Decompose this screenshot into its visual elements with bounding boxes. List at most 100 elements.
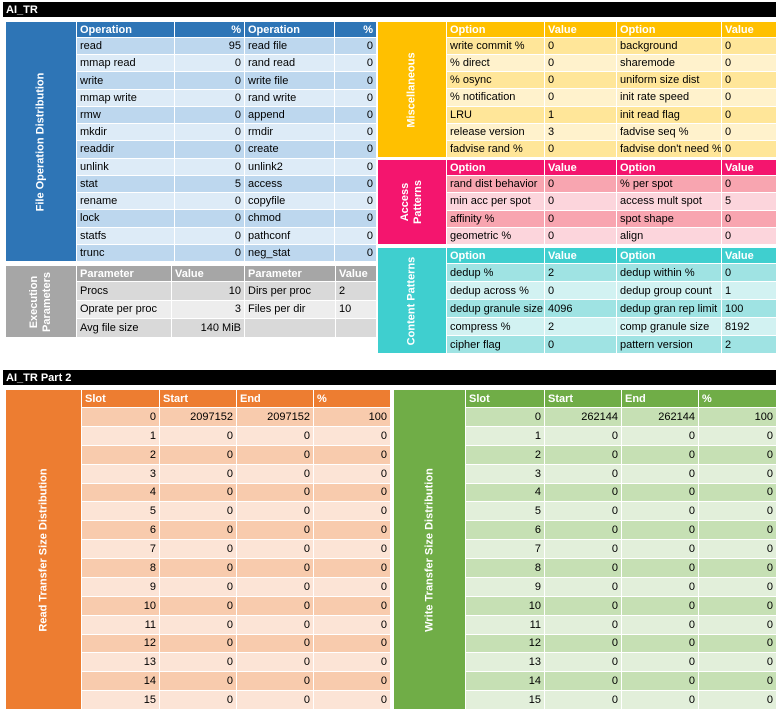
- cell: dedup %: [447, 264, 545, 282]
- cell: 0: [335, 89, 377, 107]
- column-header: %: [699, 390, 777, 408]
- cell: 14: [466, 672, 545, 692]
- cell: 0: [314, 426, 391, 446]
- cell: 0: [314, 653, 391, 673]
- cell: 0: [314, 672, 391, 692]
- cell: 0: [314, 634, 391, 654]
- cell: 0: [699, 464, 777, 484]
- cell: 0: [545, 140, 617, 158]
- cell: 0: [545, 672, 622, 692]
- cell: 8: [466, 559, 545, 578]
- cell: 0: [699, 596, 777, 616]
- cell: 0: [160, 464, 237, 484]
- cell: 3: [172, 300, 245, 320]
- cell: 9: [82, 577, 160, 597]
- cell: 1: [82, 426, 160, 446]
- cell: 5: [175, 175, 245, 194]
- section-label: Write Transfer Size Distribution: [394, 390, 466, 710]
- cell: 10: [172, 282, 245, 301]
- cell: 0: [722, 38, 777, 56]
- cell: 8: [82, 559, 160, 578]
- cell: affinity %: [447, 210, 545, 228]
- cell: trunc: [77, 244, 175, 262]
- column-header: Start: [160, 390, 237, 408]
- cell: dedup gran rep limit: [617, 300, 722, 318]
- cell: 0: [175, 210, 245, 228]
- cell: fadvise seq %: [617, 123, 722, 141]
- cell: neg_stat: [245, 244, 335, 262]
- cell: 0: [160, 691, 237, 710]
- cell: 0: [335, 72, 377, 90]
- cell: 0: [175, 55, 245, 73]
- cell: 0: [335, 55, 377, 73]
- column-header: Parameter: [77, 266, 172, 282]
- cell: 0: [160, 596, 237, 616]
- cell: 0: [314, 691, 391, 710]
- cell: 6: [466, 521, 545, 541]
- cell: 0: [335, 193, 377, 211]
- cell: mmap write: [77, 89, 175, 107]
- column-header: Value: [722, 160, 777, 176]
- cell: 0: [237, 483, 314, 503]
- cell: 1: [722, 282, 777, 300]
- cell: 0: [237, 540, 314, 559]
- cell: % per spot: [617, 176, 722, 194]
- cell: dedup across %: [447, 282, 545, 300]
- cell: access: [245, 175, 335, 194]
- cell: 3: [82, 464, 160, 484]
- cell: 100: [722, 300, 777, 318]
- cell: % direct: [447, 55, 545, 73]
- cell: 0: [160, 672, 237, 692]
- cell: min acc per spot: [447, 193, 545, 211]
- cell: 0: [699, 540, 777, 559]
- section-header: AI_TR Part 2: [3, 370, 777, 386]
- column-header: Start: [545, 390, 622, 408]
- column-header: %: [335, 22, 377, 38]
- cell: rmdir: [245, 124, 335, 142]
- cell: uniform size dist: [617, 72, 722, 90]
- cell: 0: [237, 672, 314, 692]
- cell: 0: [699, 615, 777, 635]
- cell: 10: [336, 300, 377, 320]
- cell: 0: [160, 445, 237, 465]
- cell: pathconf: [245, 227, 335, 245]
- cell: 0: [699, 483, 777, 503]
- cell: 10: [82, 596, 160, 616]
- cell: 0: [545, 540, 622, 559]
- cell: 0: [545, 483, 622, 503]
- cell: release version: [447, 123, 545, 141]
- cell: 0: [722, 72, 777, 90]
- cell: 140 MiB: [172, 319, 245, 338]
- cell: 2: [82, 445, 160, 465]
- cell: rename: [77, 193, 175, 211]
- cell: 0: [545, 282, 617, 300]
- cell: 8192: [722, 318, 777, 336]
- column-header: End: [622, 390, 699, 408]
- cell: 100: [699, 408, 777, 427]
- cell: 0: [699, 426, 777, 446]
- cell: 0: [160, 615, 237, 635]
- cell: 0: [722, 106, 777, 124]
- cell: 0: [722, 55, 777, 73]
- cell: 0: [699, 521, 777, 541]
- cell: mkdir: [77, 124, 175, 142]
- cell: 0: [622, 540, 699, 559]
- cell: 0: [545, 521, 622, 541]
- cell: 2: [336, 282, 377, 301]
- cell: 0: [160, 540, 237, 559]
- cell: 0: [545, 577, 622, 597]
- cell: 0: [545, 559, 622, 578]
- column-header: Value: [545, 248, 617, 264]
- cell: 0: [335, 124, 377, 142]
- cell: Files per dir: [245, 300, 336, 320]
- cell: 0: [175, 141, 245, 159]
- column-header: Slot: [82, 390, 160, 408]
- cell: fadvise rand %: [447, 140, 545, 158]
- cell: 0: [237, 596, 314, 616]
- cell: 0: [160, 559, 237, 578]
- section-label-text: File Operation Distribution: [34, 72, 47, 211]
- cell: 0: [237, 559, 314, 578]
- cell: 7: [82, 540, 160, 559]
- section-label: Miscellaneous: [378, 22, 447, 158]
- cell: 0: [545, 502, 622, 522]
